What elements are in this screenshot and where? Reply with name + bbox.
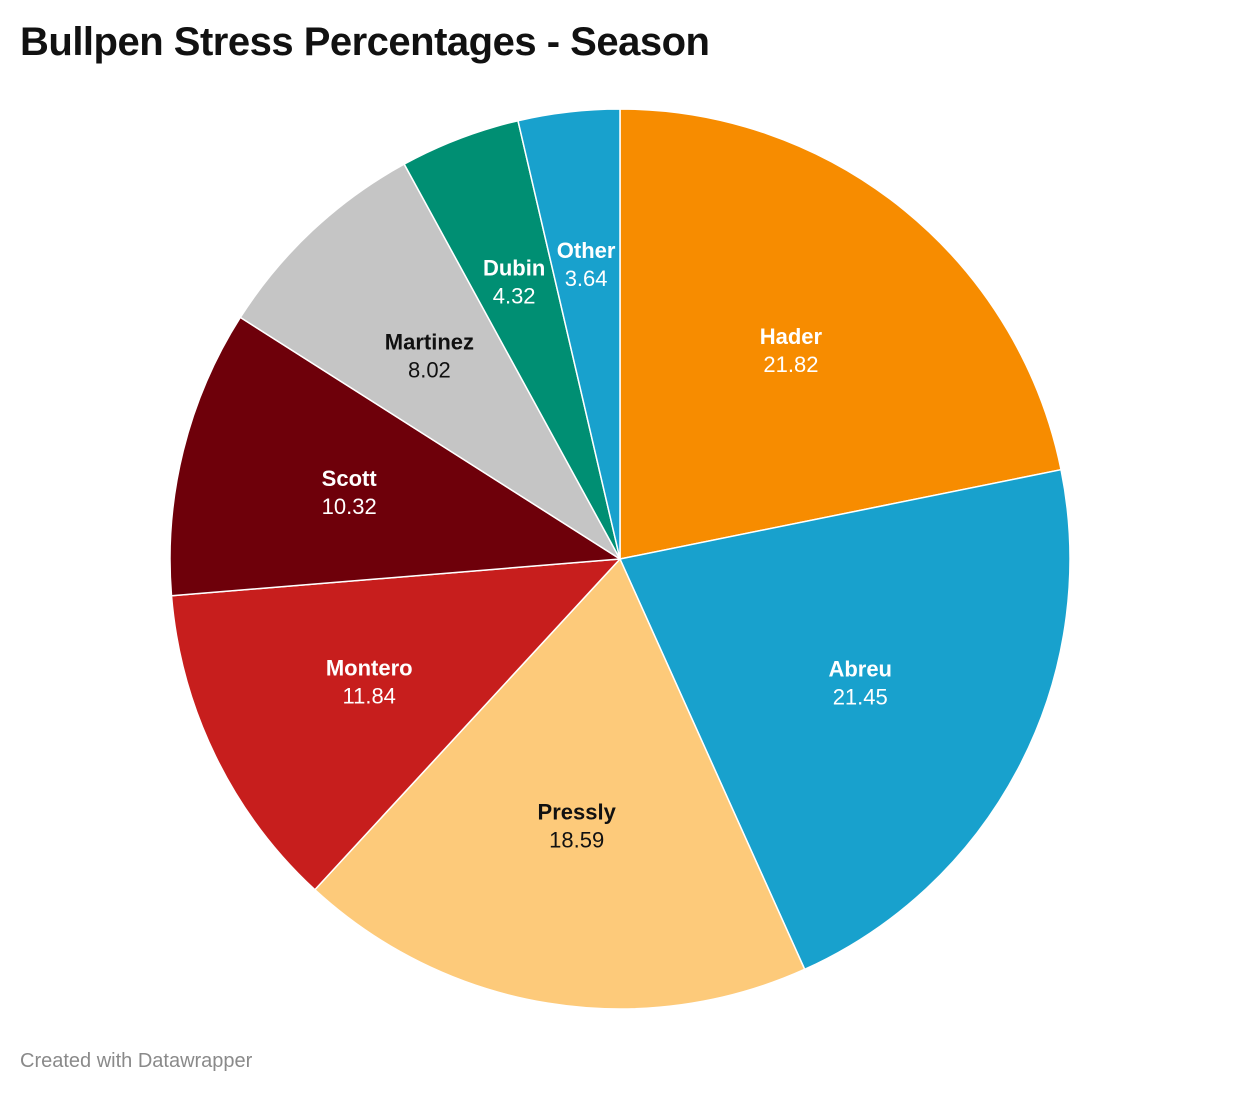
slice-label-scott: Scott bbox=[322, 466, 378, 491]
slice-label-other: Other bbox=[557, 238, 616, 263]
pie-labels: Hader 21.82 Abreu 21.45 Pressly 18.59 Montero 1… bbox=[322, 238, 892, 853]
footer-credit: Created with Datawrapper bbox=[20, 1050, 253, 1072]
pie-slice-hader bbox=[619, 108, 1062, 560]
slice-value-other: 3.64 bbox=[565, 266, 608, 291]
slice-value-hader: 21.82 bbox=[763, 352, 818, 377]
slice-label-dubin: Dubin bbox=[483, 256, 545, 281]
slice-label-pressly: Pressly bbox=[538, 800, 617, 825]
pie-slice-abreu bbox=[619, 468, 1071, 971]
pie-slice-martinez bbox=[239, 163, 621, 560]
slice-value-scott: 10.32 bbox=[322, 494, 377, 519]
pie-slices bbox=[169, 108, 1071, 1010]
chart-title: Bullpen Stress Percentages - Season bbox=[20, 20, 710, 64]
slice-label-abreu: Abreu bbox=[828, 656, 892, 681]
pie-slice-pressly bbox=[314, 558, 806, 1010]
slice-value-dubin: 4.32 bbox=[493, 284, 536, 309]
slice-value-abreu: 21.45 bbox=[833, 684, 888, 709]
slice-value-martinez: 8.02 bbox=[408, 357, 451, 382]
slice-value-montero: 11.84 bbox=[343, 683, 396, 708]
slice-label-montero: Montero bbox=[326, 655, 413, 680]
slice-label-hader: Hader bbox=[760, 324, 823, 349]
slice-label-martinez: Martinez bbox=[385, 329, 474, 354]
pie-slice-scott bbox=[169, 316, 621, 597]
pie-slice-other bbox=[517, 108, 621, 560]
slice-value-pressly: 18.59 bbox=[549, 828, 604, 853]
pie-slice-montero bbox=[170, 558, 621, 891]
